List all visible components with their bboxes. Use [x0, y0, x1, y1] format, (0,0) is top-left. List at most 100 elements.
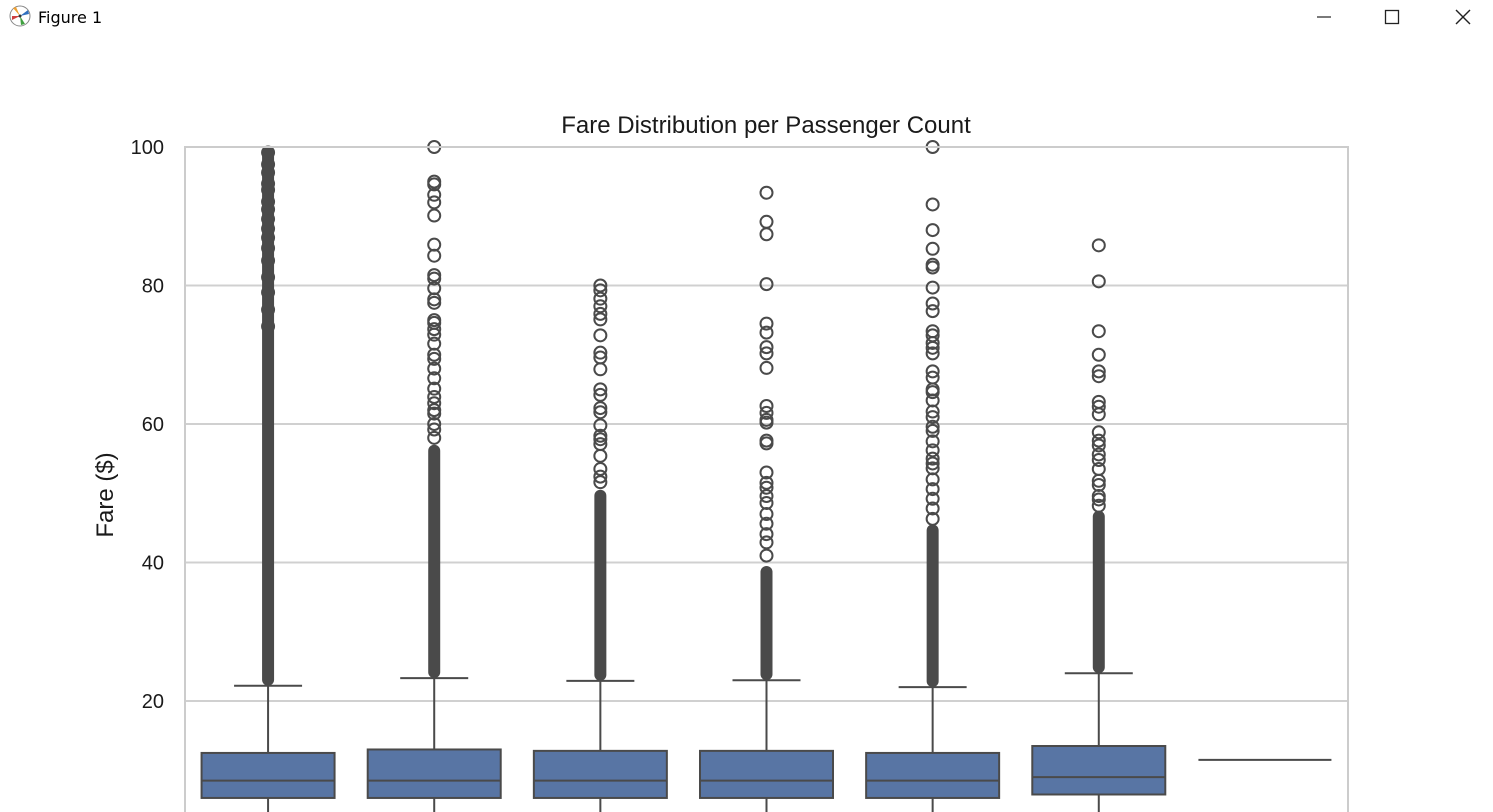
minimize-icon: [1317, 16, 1331, 18]
iqr-box: [865, 751, 1001, 799]
outlier-point: [925, 410, 940, 425]
outlier-point: [427, 381, 442, 396]
outlier-point: [925, 482, 940, 497]
y-tick-label: 80: [142, 276, 164, 298]
outlier-point: [759, 405, 774, 420]
outlier-point: [925, 304, 940, 319]
boxes: [200, 140, 1332, 812]
outlier-point: [427, 417, 442, 431]
outlier-point: [1091, 425, 1106, 440]
outlier-point: [925, 434, 940, 449]
outlier-point: [759, 516, 774, 531]
close-button[interactable]: [1428, 0, 1493, 34]
outlier-point: [759, 360, 774, 375]
outlier-point: [759, 548, 774, 563]
outlier-point: [759, 475, 774, 490]
iqr-box: [200, 751, 336, 799]
outlier-point: [427, 351, 442, 366]
outlier-point: [759, 436, 774, 451]
box-group: [200, 145, 336, 812]
outlier-point: [759, 325, 774, 340]
outlier-point: [593, 345, 608, 360]
outlier-point: [925, 335, 940, 350]
outlier-point: [925, 280, 940, 295]
outlier-point: [593, 432, 608, 447]
outlier-point: [427, 371, 442, 386]
outlier-point: [925, 404, 940, 419]
outlier-point: [261, 157, 276, 172]
outlier-point: [1091, 238, 1106, 253]
outlier-point: [593, 405, 608, 420]
outlier-point: [925, 223, 940, 238]
outlier-point: [261, 194, 276, 209]
maximize-button[interactable]: [1358, 0, 1426, 34]
outlier-point: [759, 507, 774, 522]
outlier-point: [1091, 462, 1106, 477]
close-icon: [1455, 9, 1471, 25]
outlier-point: [759, 465, 774, 480]
outlier-point: [593, 291, 608, 306]
outlier-cluster: [760, 565, 773, 681]
outlier-point: [427, 195, 442, 210]
outlier-point: [925, 451, 940, 466]
outlier-point: [427, 327, 442, 342]
outlier-point: [1091, 407, 1106, 422]
outlier-point: [261, 253, 276, 268]
outlier-point: [261, 176, 276, 191]
iqr-box: [366, 748, 502, 799]
outlier-point: [759, 527, 774, 542]
outlier-point: [593, 362, 608, 377]
outlier-point: [1091, 492, 1106, 507]
box-group: [699, 185, 834, 812]
outlier-point: [593, 299, 608, 314]
outlier-point: [427, 347, 442, 362]
outlier-point: [925, 260, 940, 275]
outlier-point: [759, 489, 774, 504]
outlier-point: [427, 430, 442, 445]
outlier-point: [261, 202, 276, 217]
iqr-box: [1031, 745, 1167, 796]
outlier-point: [1091, 399, 1106, 414]
outlier-point: [925, 443, 940, 458]
outlier-point: [759, 214, 774, 229]
outlier-point: [1091, 274, 1106, 289]
outlier-point: [427, 322, 442, 337]
outlier-point: [427, 187, 442, 202]
outlier-point: [593, 462, 608, 477]
minimize-button[interactable]: [1290, 0, 1358, 34]
outlier-point: [759, 316, 774, 331]
outlier-point: [925, 456, 940, 471]
outlier-point: [759, 415, 774, 430]
box-group: [865, 140, 1001, 812]
outlier-cluster: [1092, 510, 1105, 674]
outlier-point: [261, 270, 276, 285]
y-tick-label: 40: [142, 553, 164, 575]
title-bar[interactable]: Figure 1: [0, 0, 1493, 34]
outlier-point: [925, 423, 940, 438]
outlier-point: [1091, 347, 1106, 362]
outlier-point: [593, 387, 608, 402]
outlier-point: [593, 382, 608, 397]
outlier-point: [427, 396, 442, 411]
window-title: Figure 1: [38, 8, 103, 27]
outlier-cluster: [594, 489, 607, 681]
outlier-point: [925, 296, 940, 311]
outlier-point: [759, 185, 774, 200]
outlier-point: [593, 475, 608, 490]
outlier-point: [1091, 364, 1106, 379]
outlier-point: [427, 406, 442, 421]
outlier-point: [925, 511, 940, 526]
outlier-point: [261, 212, 276, 227]
outlier-point: [925, 241, 940, 256]
outlier-point: [925, 364, 940, 379]
plot-frame: [184, 146, 1349, 812]
outlier-point: [1091, 433, 1106, 448]
boxplot-chart: Fare Distribution per Passenger Count Fa…: [92, 112, 1349, 812]
outlier-point: [261, 285, 276, 300]
outlier-point: [1091, 369, 1106, 384]
outlier-point: [759, 480, 774, 495]
y-tick-labels: 20 40 60 80 100: [131, 137, 164, 713]
chart-title: Fare Distribution per Passenger Count: [561, 112, 971, 139]
outlier-point: [1091, 447, 1106, 462]
